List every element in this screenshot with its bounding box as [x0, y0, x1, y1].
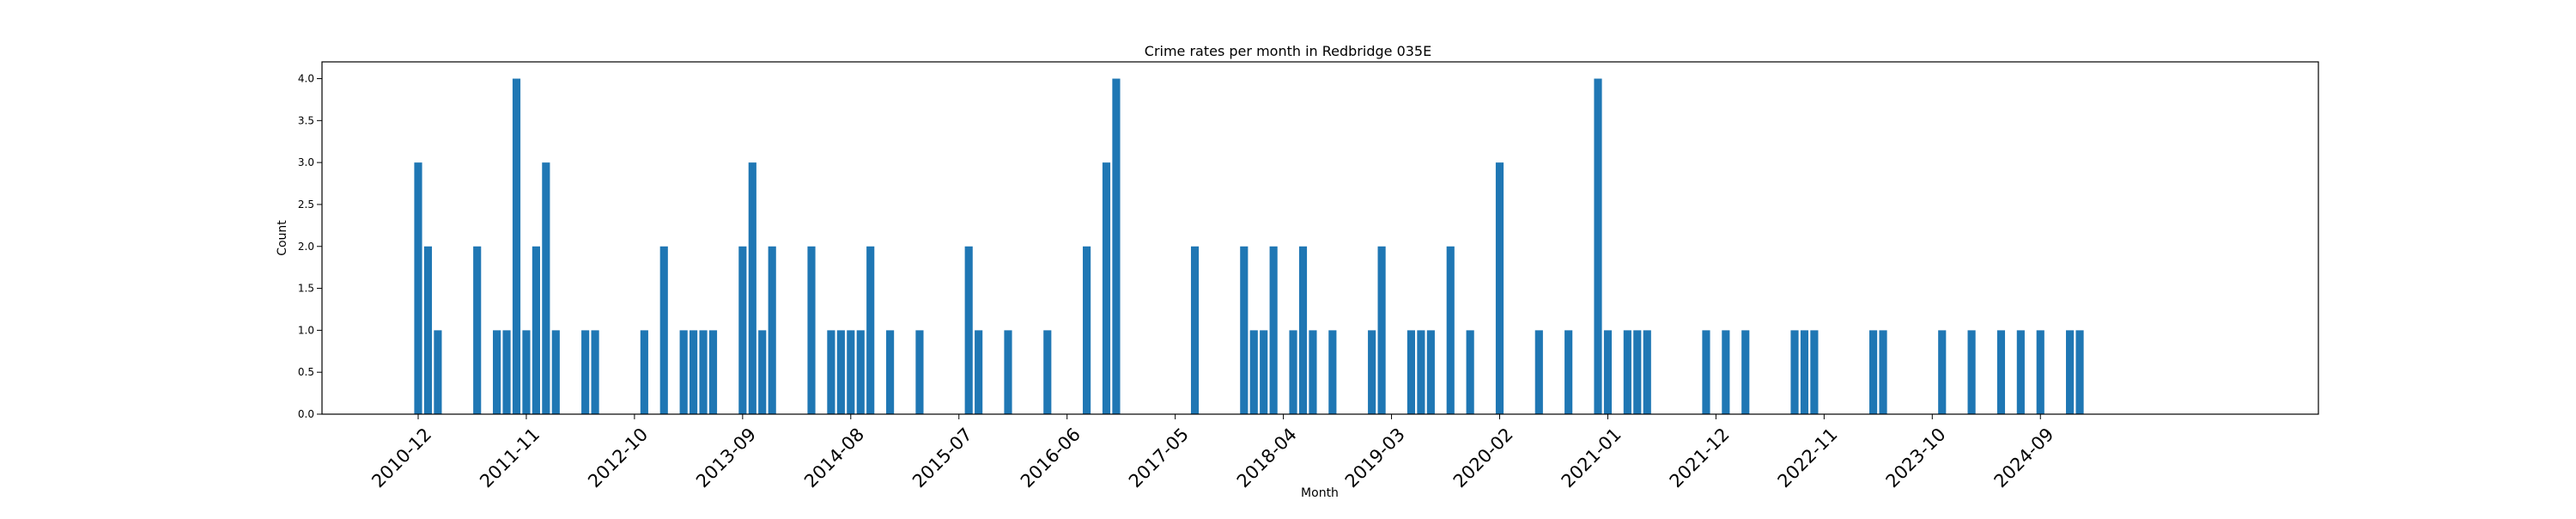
- bar-2018-09: [1328, 330, 1337, 414]
- y-tick-label: 2.5: [298, 198, 314, 211]
- bar-2021-05: [1643, 330, 1651, 414]
- y-tick-label: 1.0: [298, 324, 314, 336]
- bar-2019-11: [1466, 330, 1474, 414]
- x-axis-label: Month: [1301, 486, 1339, 500]
- bar-2022-10: [1810, 330, 1819, 414]
- bar-2013-09: [738, 246, 747, 414]
- y-axis-label: Count: [276, 220, 289, 256]
- y-axis-ticks: 0.0 0.5 1.0 1.5 2.0 2.5 3.0 3.5 4.0: [298, 73, 322, 420]
- bar-2012-11: [640, 330, 648, 414]
- bar-2015-08: [964, 246, 973, 414]
- plot-area-frame: [321, 61, 2319, 415]
- bar-2020-06: [1534, 330, 1543, 414]
- bar-2016-04: [1043, 330, 1052, 414]
- bar-2022-08: [1790, 330, 1799, 414]
- bar-2018-03: [1269, 246, 1278, 414]
- chart-title: Crime rates per month in Redbridge 035E: [1145, 43, 1431, 59]
- y-tick-label: 0.0: [298, 408, 314, 420]
- bar-2014-08: [847, 330, 855, 414]
- y-tick-label: 0.5: [298, 366, 314, 378]
- bar-2021-03: [1623, 330, 1631, 414]
- y-tick-label: 3.5: [298, 114, 314, 126]
- bar-2025-01: [2075, 330, 2084, 414]
- bar-2020-02: [1495, 162, 1504, 414]
- bar-2015-09: [975, 330, 983, 414]
- bar-2013-10: [748, 162, 756, 414]
- bar-2011-06: [473, 246, 482, 414]
- bar-2013-05: [699, 330, 708, 414]
- bar-2014-09: [856, 330, 865, 414]
- bar-2019-01: [1368, 330, 1376, 414]
- bar-2024-02: [1967, 330, 1976, 414]
- y-tick-label: 3.0: [298, 156, 314, 168]
- bar-2013-04: [690, 330, 698, 414]
- bar-2024-12: [2066, 330, 2075, 414]
- bar-2016-08: [1083, 246, 1091, 414]
- bar-2024-05: [1996, 330, 2006, 414]
- bar-2013-11: [758, 330, 767, 414]
- bar-2023-11: [1938, 330, 1947, 414]
- bar-2018-06: [1298, 246, 1308, 414]
- bar-2018-07: [1309, 330, 1317, 414]
- bar-2024-07: [2016, 330, 2025, 414]
- bars-group: [414, 78, 2084, 415]
- bar-2021-01: [1603, 330, 1613, 414]
- bar-2014-06: [827, 330, 835, 414]
- bar-2018-02: [1260, 330, 1268, 414]
- bar-2014-07: [836, 330, 845, 414]
- bar-2012-06: [591, 330, 599, 414]
- bar-2012-02: [551, 330, 560, 414]
- bar-2010-12: [414, 162, 422, 414]
- bar-2017-07: [1190, 246, 1200, 414]
- bar-2014-12: [886, 330, 895, 414]
- bar-2021-11: [1702, 330, 1710, 414]
- bar-2014-10: [866, 246, 875, 414]
- bar-2023-05: [1879, 330, 1887, 414]
- bar-2018-01: [1249, 330, 1258, 414]
- bar-2020-12: [1594, 78, 1602, 415]
- bar-2015-03: [915, 330, 924, 414]
- bar-2013-12: [768, 246, 776, 414]
- bar-2011-09: [502, 330, 511, 414]
- bar-2011-11: [522, 330, 531, 414]
- bar-2023-04: [1869, 330, 1878, 414]
- bar-2019-09: [1446, 246, 1455, 414]
- bar-2018-05: [1289, 330, 1297, 414]
- bar-2011-12: [532, 246, 540, 414]
- bar-2011-01: [423, 246, 433, 414]
- bar-2011-08: [493, 330, 501, 414]
- y-tick-label: 4.0: [298, 73, 314, 85]
- bar-2016-10: [1102, 162, 1111, 414]
- bar-2013-01: [659, 246, 668, 414]
- bar-2019-06: [1417, 330, 1425, 414]
- bar-2012-01: [542, 162, 550, 414]
- y-tick-label: 1.5: [298, 283, 314, 295]
- bar-2012-05: [581, 330, 590, 414]
- bar-2011-10: [512, 78, 521, 415]
- y-tick-label: 2.0: [298, 241, 314, 253]
- bar-2015-12: [1004, 330, 1012, 414]
- bar-2019-02: [1377, 246, 1386, 414]
- bar-2016-11: [1112, 78, 1121, 415]
- bar-2013-03: [679, 330, 688, 414]
- bar-2024-09: [2036, 330, 2044, 414]
- bar-2013-06: [708, 330, 718, 414]
- bar-2017-12: [1240, 246, 1249, 414]
- bar-2022-03: [1741, 330, 1750, 414]
- bar-2022-01: [1722, 330, 1730, 414]
- bar-2022-09: [1800, 330, 1809, 414]
- bar-2014-04: [807, 246, 816, 414]
- bar-2020-09: [1564, 330, 1573, 414]
- bar-2019-07: [1426, 330, 1435, 414]
- bar-2019-05: [1406, 330, 1416, 414]
- bar-2021-04: [1633, 330, 1642, 414]
- bar-2011-02: [434, 330, 442, 414]
